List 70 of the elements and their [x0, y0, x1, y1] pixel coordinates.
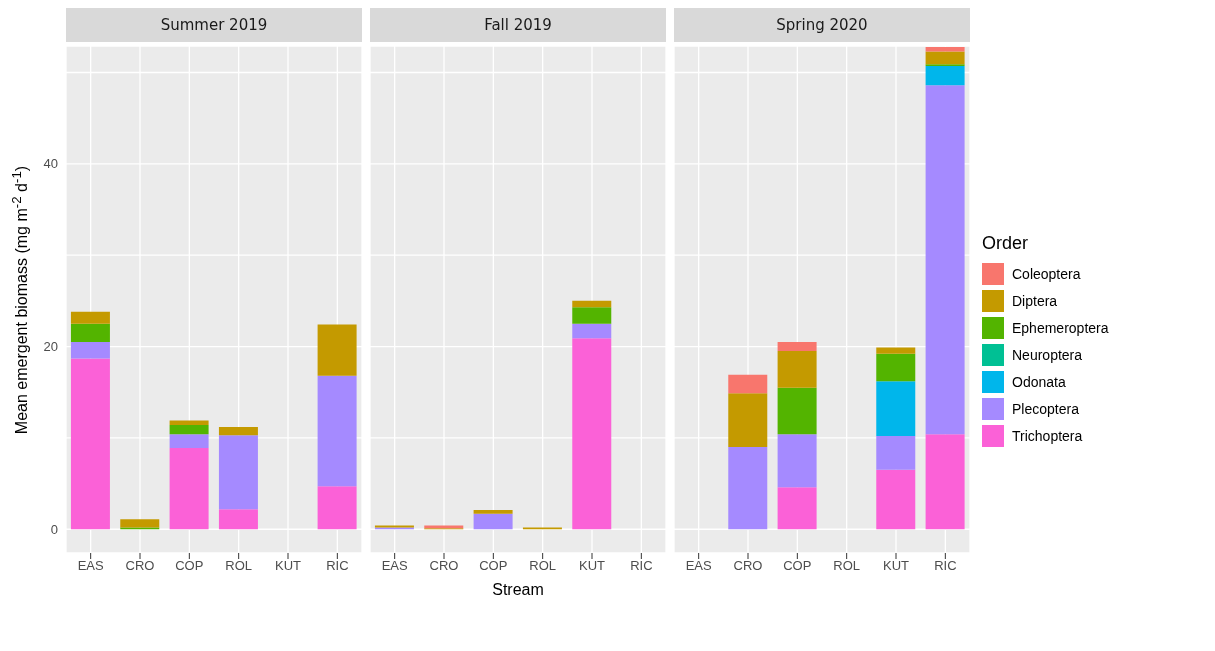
- legend-label: Plecoptera: [1012, 400, 1079, 417]
- x-tick-label: COP: [783, 558, 812, 574]
- bar: [218, 509, 258, 530]
- bar: [876, 469, 916, 530]
- bar: [777, 434, 817, 488]
- bar: [876, 381, 916, 437]
- bar: [777, 387, 817, 435]
- bar: [876, 347, 916, 354]
- bar: [925, 66, 965, 86]
- bar: [473, 513, 513, 530]
- bar: [876, 436, 916, 470]
- x-axis-title: Stream: [491, 581, 545, 600]
- x-tick-label: CRO: [429, 558, 459, 574]
- x-tick-label: KUT: [275, 558, 302, 574]
- bar: [317, 375, 357, 487]
- x-tick-label: KUT: [883, 558, 910, 574]
- bar: [70, 311, 110, 324]
- bar: [777, 341, 817, 352]
- bar: [728, 393, 768, 448]
- bar: [728, 447, 768, 530]
- bar: [728, 374, 768, 394]
- bar: [925, 85, 965, 435]
- bar: [572, 323, 612, 339]
- x-tick-label: RIC: [326, 558, 349, 574]
- y-tick-label: 20: [43, 339, 58, 355]
- legend-label: Ephemeroptera: [1012, 319, 1109, 336]
- bar: [777, 487, 817, 530]
- bar: [218, 435, 258, 510]
- bar: [218, 426, 258, 436]
- bar: [169, 425, 209, 435]
- x-tick-label: RIC: [934, 558, 957, 574]
- x-tick-label: CRO: [125, 558, 155, 574]
- legend-label: Diptera: [1012, 292, 1058, 309]
- x-tick-label: KUT: [579, 558, 606, 574]
- bar: [120, 519, 160, 528]
- bar: [572, 307, 612, 324]
- chart-title: Summer 2019: [66, 8, 362, 42]
- bar: [70, 323, 110, 342]
- legend-title: Order: [982, 233, 1029, 254]
- chart-title: Spring 2020: [674, 8, 970, 42]
- x-tick-label: ROL: [833, 558, 861, 574]
- bar: [169, 447, 209, 530]
- bar: [925, 434, 965, 530]
- x-tick-label: ROL: [529, 558, 557, 574]
- bar: [925, 51, 965, 65]
- legend-label: Neuroptera: [1012, 346, 1083, 363]
- bar: [777, 351, 817, 388]
- bar: [572, 300, 612, 308]
- bar: [169, 434, 209, 448]
- x-tick-label: ROL: [225, 558, 253, 574]
- x-tick-label: EAS: [381, 558, 408, 574]
- legend-label: Odonata: [1012, 373, 1066, 390]
- x-tick-label: CRO: [733, 558, 763, 574]
- bar: [317, 486, 357, 530]
- bar: [572, 338, 612, 530]
- chart-title: Fall 2019: [370, 8, 666, 42]
- x-tick-label: EAS: [685, 558, 712, 574]
- bar: [317, 324, 357, 376]
- x-tick-label: COP: [175, 558, 204, 574]
- bar: [70, 358, 110, 530]
- bar: [876, 353, 916, 382]
- legend-label: Coleoptera: [1012, 265, 1081, 282]
- legend-label: Trichoptera: [1012, 427, 1083, 444]
- x-tick-label: EAS: [77, 558, 104, 574]
- bar: [70, 341, 110, 359]
- y-tick-label: 0: [50, 521, 58, 537]
- y-tick-label: 40: [43, 156, 58, 172]
- x-tick-label: RIC: [630, 558, 653, 574]
- bar: [473, 510, 513, 514]
- x-tick-label: COP: [479, 558, 508, 574]
